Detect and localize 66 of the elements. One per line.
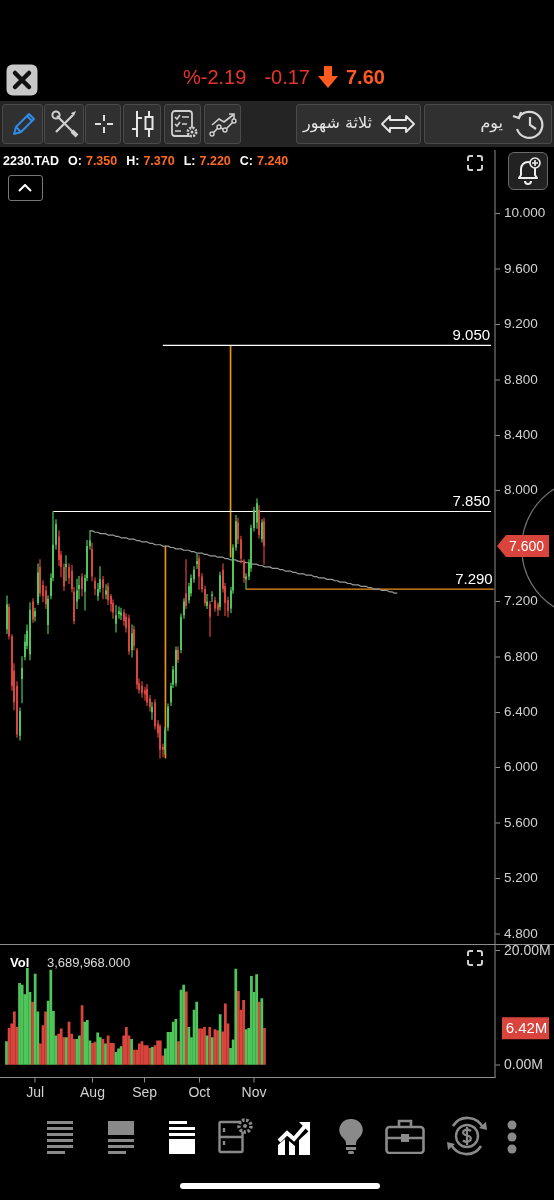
- text: %-2.19: [183, 65, 247, 89]
- period-button: ثلاثة شهور: [296, 104, 421, 144]
- bar: [234, 968, 238, 1065]
- bar: [182, 984, 186, 1065]
- y-tick-label: 6.800: [504, 648, 538, 664]
- data-label: 9.050: [452, 325, 491, 343]
- bar: [158, 1040, 162, 1065]
- bar: [177, 1041, 180, 1065]
- bar: [255, 974, 258, 1065]
- annotation: 3,689,968.000: [47, 955, 131, 970]
- candlestick: [102, 575, 104, 600]
- bar: [210, 1037, 214, 1065]
- y-tick-label: 8.800: [504, 371, 538, 387]
- y-tick-label: 8.400: [504, 427, 538, 443]
- bar: [12, 1011, 16, 1065]
- text: -0.17: [264, 65, 310, 89]
- data-label: 7.850: [452, 492, 491, 510]
- x-tick-label: Sep: [132, 1083, 158, 1100]
- y-tick-label: 10.000: [504, 205, 546, 221]
- bar: [104, 1043, 107, 1065]
- y-tick-label: 6.400: [504, 704, 538, 720]
- bar: [242, 1000, 245, 1065]
- candlestick: [141, 681, 143, 698]
- text: 7.60: [345, 65, 385, 89]
- bar: [25, 968, 29, 1065]
- y-tick-label: 7.200: [504, 593, 538, 609]
- bar: [5, 1041, 8, 1065]
- x-tick-label: Jul: [26, 1083, 45, 1100]
- bar: [195, 1001, 199, 1065]
- text: 7.600: [508, 537, 545, 554]
- bar: [184, 991, 188, 1065]
- x-tick-label: Oct: [188, 1083, 211, 1100]
- text: 6.42M: [505, 1019, 548, 1037]
- candlestick: [214, 596, 216, 612]
- candlestick: [115, 605, 117, 633]
- candlestick: [128, 614, 130, 655]
- y-tick-label: 0.00M: [504, 1055, 543, 1072]
- bar: [237, 990, 240, 1065]
- bar: [250, 976, 253, 1065]
- text: 2230.TAD O: 7.350 H: 7.370 L: 7.220 C: 7.240: [3, 154, 289, 168]
- bar: [49, 969, 53, 1065]
- bar: [31, 1001, 34, 1065]
- x-tick-label: Nov: [241, 1083, 267, 1100]
- y-tick-label: 6.000: [504, 759, 538, 775]
- bar: [124, 1026, 128, 1065]
- x-tick-label: Aug: [80, 1083, 105, 1100]
- text: Vol: [10, 955, 30, 970]
- bar: [156, 1040, 159, 1065]
- bar: [263, 1027, 266, 1065]
- candlestick: [29, 602, 31, 661]
- y-tick-label: 8.000: [504, 482, 538, 498]
- bar: [96, 1032, 100, 1065]
- bar: [78, 1035, 81, 1065]
- data-label: 7.290: [455, 569, 493, 587]
- y-tick-label: 5.200: [504, 870, 538, 886]
- bar: [44, 1011, 47, 1065]
- candlestick: [19, 707, 21, 741]
- candlestick: [81, 573, 83, 597]
- y-tick-label: 9.600: [504, 260, 538, 276]
- interval-button: يوم: [424, 104, 552, 144]
- y-tick-label: 5.600: [504, 814, 538, 830]
- y-tick-label: 4.800: [504, 925, 538, 941]
- y-tick-label: 20.00M: [504, 941, 551, 958]
- bar: [208, 1026, 212, 1065]
- bar: [223, 1003, 227, 1065]
- y-tick-label: 9.200: [504, 316, 538, 332]
